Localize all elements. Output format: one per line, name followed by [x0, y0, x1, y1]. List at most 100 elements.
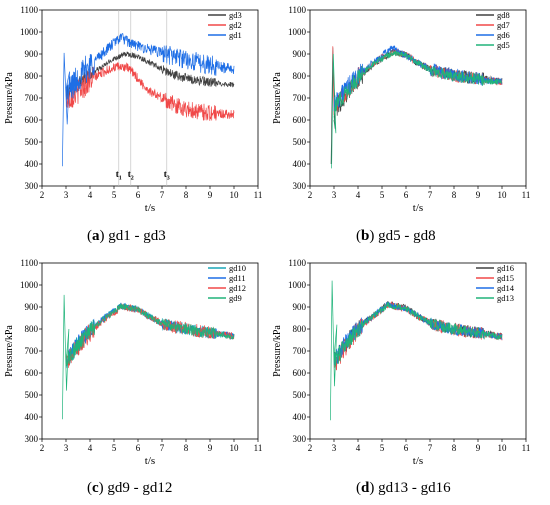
y-tick-label: 900	[293, 302, 307, 312]
y-tick-label: 900	[25, 49, 39, 59]
legend-label-gd5: gd5	[497, 40, 510, 50]
legend-label-gd11: gd11	[229, 273, 246, 283]
x-tick-label: 6	[404, 443, 409, 453]
x-tick-label: 9	[208, 190, 213, 200]
y-tick-label: 400	[25, 159, 39, 169]
y-tick-label: 800	[293, 324, 307, 334]
x-axis-label: t/s	[145, 455, 155, 467]
x-tick-label: 8	[184, 190, 189, 200]
x-axis-label: t/s	[413, 202, 423, 214]
y-tick-label: 300	[25, 434, 39, 444]
y-tick-label: 300	[293, 434, 307, 444]
x-tick-label: 11	[254, 190, 263, 200]
x-tick-label: 5	[380, 443, 385, 453]
legend-label-gd15: gd15	[497, 273, 514, 283]
x-axis-label: t/s	[145, 202, 155, 214]
x-axis-label: t/s	[413, 455, 423, 467]
x-tick-label: 11	[254, 443, 263, 453]
y-tick-label: 1000	[288, 280, 307, 290]
x-tick-label: 7	[428, 443, 433, 453]
series-gd2	[65, 62, 235, 121]
x-tick-label: 5	[112, 190, 117, 200]
y-tick-label: 400	[25, 412, 39, 422]
y-tick-label: 600	[25, 115, 39, 125]
x-tick-label: 9	[208, 443, 213, 453]
x-tick-label: 2	[308, 443, 313, 453]
y-tick-label: 800	[293, 71, 307, 81]
x-tick-label: 10	[230, 443, 240, 453]
x-tick-label: 2	[40, 190, 45, 200]
x-tick-label: 3	[64, 443, 69, 453]
x-tick-label: 8	[184, 443, 189, 453]
marker-label-t2: t2	[128, 169, 134, 182]
y-axis-label: Pressure/kPa	[272, 325, 283, 377]
y-tick-label: 1000	[288, 27, 307, 37]
x-tick-label: 11	[522, 443, 531, 453]
legend-label-gd12: gd12	[229, 283, 246, 293]
caption-d: (d) gd13 - gd16	[356, 480, 451, 496]
legend-label-gd10: gd10	[229, 263, 246, 273]
x-tick-label: 11	[522, 190, 531, 200]
legend-label-gd13: gd13	[497, 293, 514, 303]
y-tick-label: 600	[293, 368, 307, 378]
y-tick-label: 500	[25, 390, 39, 400]
y-tick-label: 500	[293, 137, 307, 147]
caption-b: (b) gd5 - gd8	[356, 228, 436, 244]
series-gd9	[62, 294, 235, 420]
y-tick-label: 300	[293, 181, 307, 191]
x-tick-label: 6	[404, 190, 409, 200]
chart-panel-d: 2 3 4 5 6 7 8 9 10 11 300 400 500 600 700 800 900 1000 110…	[272, 258, 530, 467]
x-tick-label: 7	[428, 190, 433, 200]
y-tick-label: 1000	[20, 27, 39, 37]
y-tick-label: 900	[293, 49, 307, 59]
y-tick-label: 500	[25, 137, 39, 147]
legend-label-gd8: gd8	[497, 10, 510, 20]
y-axis-label: Pressure/kPa	[4, 325, 15, 377]
x-tick-label: 2	[40, 443, 45, 453]
x-tick-label: 4	[356, 443, 361, 453]
x-tick-label: 8	[452, 443, 457, 453]
y-tick-label: 700	[25, 93, 39, 103]
y-tick-label: 700	[293, 346, 307, 356]
legend-label-gd14: gd14	[497, 283, 515, 293]
series-gd13	[330, 280, 503, 421]
y-tick-label: 900	[25, 302, 39, 312]
legend-label-gd16: gd16	[497, 263, 514, 273]
marker-label-t3: t3	[164, 169, 170, 182]
x-tick-label: 2	[308, 190, 313, 200]
chart-panel-a: 2 3 4 5 6 7 8 9 10 11 300 400 500 600 700 800 900 1000 110…	[4, 5, 262, 214]
legend-label-gd7: gd7	[497, 20, 510, 30]
caption-c: (c) gd9 - gd12	[87, 480, 173, 496]
y-tick-label: 600	[293, 115, 307, 125]
y-tick-label: 700	[293, 93, 307, 103]
x-tick-label: 7	[160, 190, 165, 200]
x-tick-label: 4	[88, 443, 93, 453]
chart-panel-b: 2 3 4 5 6 7 8 9 10 11 300 400 500 600 700 800 900 1000 110…	[272, 5, 530, 214]
x-tick-label: 5	[380, 190, 385, 200]
marker-label-t1: t1	[116, 169, 122, 182]
series-gd5	[331, 49, 503, 169]
legend-label-gd3: gd3	[229, 10, 242, 20]
y-tick-label: 1100	[288, 258, 306, 268]
x-tick-label: 10	[498, 190, 508, 200]
y-tick-label: 1100	[20, 258, 38, 268]
series-gd1	[62, 33, 235, 167]
legend-label-gd2: gd2	[229, 20, 242, 30]
x-tick-label: 4	[88, 190, 93, 200]
y-tick-label: 800	[25, 324, 39, 334]
chart-panel-c: 2 3 4 5 6 7 8 9 10 11 300 400 500 600 700 800 900 1000 110…	[4, 258, 262, 467]
caption-a: (a) gd1 - gd3	[87, 228, 166, 244]
y-tick-label: 600	[25, 368, 39, 378]
y-tick-label: 1000	[20, 280, 39, 290]
y-axis-label: Pressure/kPa	[272, 72, 283, 124]
x-tick-label: 9	[476, 443, 481, 453]
y-tick-label: 1100	[20, 5, 38, 15]
series-gd8	[330, 47, 503, 165]
x-tick-label: 10	[230, 190, 240, 200]
legend-label-gd9: gd9	[229, 293, 242, 303]
y-axis-label: Pressure/kPa	[4, 72, 15, 124]
x-tick-label: 6	[136, 443, 141, 453]
x-tick-label: 4	[356, 190, 361, 200]
y-tick-label: 500	[293, 390, 307, 400]
